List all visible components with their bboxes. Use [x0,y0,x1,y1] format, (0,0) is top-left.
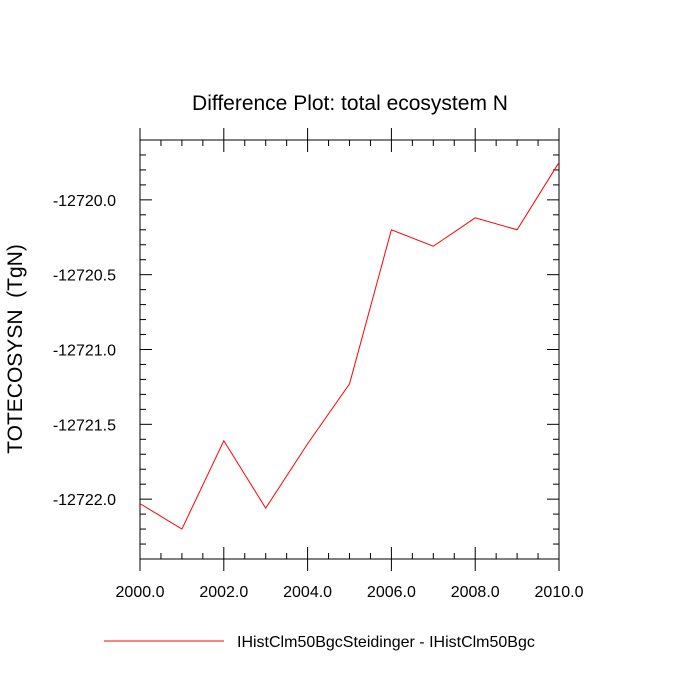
x-tick-label: 2004.0 [283,584,332,601]
plot-frame [139,139,560,560]
legend-label: IHistClm50BgcSteidinger - IHistClm50Bgc [237,634,535,651]
y-major-ticks [140,199,559,500]
legend: IHistClm50BgcSteidinger - IHistClm50Bgc [104,634,535,651]
series-line [139,162,560,530]
y-tick-label: -12721.5 [53,417,116,434]
x-tick-labels: 2000.0 2002.0 2004.0 2006.0 2008.0 2010.0 [116,584,584,601]
x-tick-label: 2010.0 [535,584,584,601]
y-tick-label: -12721.0 [53,343,116,360]
y-tick-labels: -12722.0 -12721.5 -12721.0 -12720.5 -12720.0 [53,193,116,509]
x-tick-label: 2006.0 [367,584,416,601]
x-tick-label: 2008.0 [451,584,500,601]
y-tick-label: -12720.5 [53,268,116,285]
series-group [139,162,560,530]
x-tick-label: 2002.0 [199,584,248,601]
x-minor-ticks [160,140,539,559]
y-minor-ticks [140,139,559,560]
y-tick-label: -12722.0 [53,492,116,509]
x-major-ticks [139,128,560,571]
x-tick-label: 2000.0 [116,584,165,601]
y-tick-label: -12720.0 [53,193,116,210]
chart-title: Difference Plot: total ecosystem N [192,92,508,115]
y-axis-label: TOTECOSYSN (TgN) [4,244,27,454]
